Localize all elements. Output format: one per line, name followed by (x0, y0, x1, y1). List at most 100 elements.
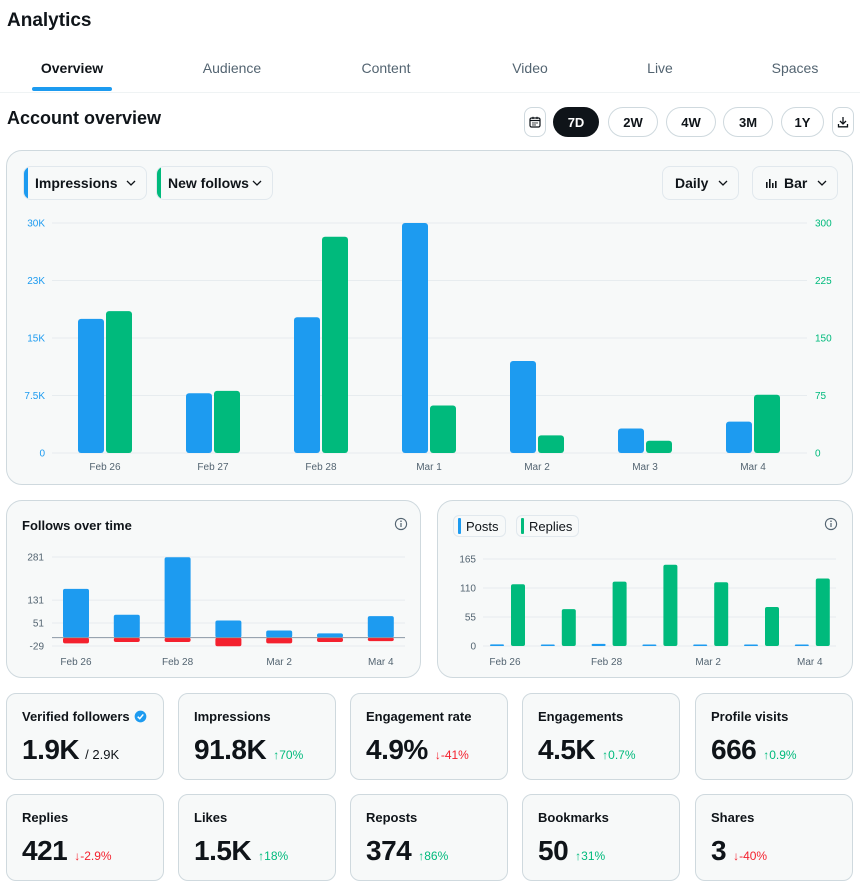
stat-value: 374 (366, 835, 412, 866)
main-chart-card: Impressions New follows Daily Bar (6, 150, 853, 485)
follows-bar (215, 620, 242, 638)
info-icon[interactable] (824, 517, 838, 531)
range-1y-button[interactable]: 1Y (781, 107, 824, 137)
stat-value-row: 374 ↑86% (366, 835, 448, 867)
arrow-up-icon: ↑ (418, 849, 425, 863)
y-axis-tick: 110 (460, 584, 476, 595)
x-axis-tick: Mar 2 (266, 657, 292, 668)
stat-change-value: 70% (279, 748, 304, 762)
range-3m-button[interactable]: 3M (723, 107, 773, 137)
stat-value: 3 (711, 835, 727, 866)
x-axis-tick: Mar 2 (695, 657, 721, 668)
posts-bar (794, 644, 809, 646)
x-axis-tick: Mar 2 (524, 462, 550, 473)
stat-value-row: 3 ↓-40% (711, 835, 767, 867)
y-axis-tick: 281 (27, 553, 44, 564)
tab-spaces[interactable]: Spaces (755, 50, 835, 93)
tab-overview[interactable]: Overview (32, 50, 112, 93)
unfollows-bar (367, 637, 394, 642)
tab-label: Content (361, 60, 411, 76)
tab-video[interactable]: Video (490, 50, 570, 93)
impressions-bar (78, 318, 104, 453)
new-follows-bar (646, 440, 672, 453)
follows-bar (164, 557, 191, 638)
info-icon[interactable] (394, 517, 408, 531)
stat-card[interactable]: Shares 3 ↓-40% (695, 794, 853, 881)
follows-bar (367, 616, 394, 638)
stat-label: Shares (711, 810, 754, 825)
stat-value: 4.5K (538, 734, 596, 765)
follows-card-title: Follows over time (22, 518, 132, 533)
tab-label: Live (647, 60, 673, 76)
range-4w-button[interactable]: 4W (666, 107, 716, 137)
stat-change-value: -41% (440, 748, 469, 762)
legend-replies-label: Replies (529, 518, 573, 534)
stat-card[interactable]: Replies 421 ↓-2.9% (6, 794, 164, 881)
range-2w-button[interactable]: 2W (608, 107, 658, 137)
stat-change: ↑0.7% (602, 748, 635, 762)
legend-replies[interactable]: Replies (516, 515, 580, 537)
arrow-down-icon: ↓ (434, 748, 441, 762)
posts-bar (744, 644, 758, 646)
stat-label-text: Verified followers (22, 709, 130, 724)
tab-content[interactable]: Content (346, 50, 426, 93)
main-chart: 30K 23K 15K 7.5K 0 300 225 150 75 0 Feb 26 Feb 27 Fe… (24, 219, 832, 474)
stat-card[interactable]: Engagement rate 4.9% ↓-41% (350, 693, 508, 780)
stat-value: 1.9K (22, 734, 80, 765)
x-axis-tick: Feb 28 (162, 657, 194, 668)
y-axis-tick: 131 (27, 596, 44, 607)
stat-value-row: 666 ↑0.9% (711, 734, 797, 766)
chart-type-dropdown[interactable]: Bar (752, 166, 838, 200)
metric-right-dropdown[interactable]: New follows (156, 166, 273, 200)
stat-label: Reposts (366, 810, 417, 825)
tab-audience[interactable]: Audience (192, 50, 272, 93)
stat-change-value: 18% (264, 849, 289, 863)
stat-change-value: 86% (424, 849, 449, 863)
tab-bar: Overview Audience Content Video Live Spa… (0, 50, 860, 93)
metric-left-dropdown[interactable]: Impressions (23, 166, 147, 200)
stat-change: ↑70% (273, 748, 303, 762)
stat-card[interactable]: Bookmarks 50 ↑31% (522, 794, 680, 881)
replies-bar (612, 581, 627, 646)
stat-card[interactable]: Impressions 91.8K ↑70% (178, 693, 336, 780)
stat-label: Bookmarks (538, 810, 609, 825)
stat-card[interactable]: Reposts 374 ↑86% (350, 794, 508, 881)
x-axis-tick: Feb 26 (89, 462, 121, 473)
download-button[interactable] (832, 107, 854, 137)
new-follows-bar (538, 435, 564, 453)
legend-posts[interactable]: Posts (453, 515, 506, 537)
stat-label: Engagements (538, 709, 623, 724)
stat-card[interactable]: Likes 1.5K ↑18% (178, 794, 336, 881)
stat-change: ↑31% (575, 849, 605, 863)
new-follows-bar (106, 311, 132, 453)
stat-card[interactable]: Engagements 4.5K ↑0.7% (522, 693, 680, 780)
stat-change-value: -2.9% (80, 849, 112, 863)
bar-chart-icon (766, 179, 777, 188)
impressions-bar (510, 361, 536, 453)
stat-label-text: Profile visits (711, 709, 789, 724)
stat-card[interactable]: Verified followers 1.9K / 2.9K (6, 693, 164, 780)
stat-change: ↑0.9% (763, 748, 796, 762)
x-axis-tick: Feb 26 (489, 657, 521, 668)
y-axis-tick: 51 (33, 619, 45, 630)
stat-change: ↑86% (418, 849, 448, 863)
stat-value: 421 (22, 835, 68, 866)
calendar-button[interactable] (524, 107, 546, 137)
y-axis-tick: 55 (465, 613, 477, 624)
stat-value-row: 4.5K ↑0.7% (538, 734, 636, 766)
unfollows-bar (266, 637, 293, 644)
x-axis-tick: Mar 1 (416, 462, 442, 473)
stat-label-text: Likes (194, 810, 228, 825)
stat-label: Engagement rate (366, 709, 471, 724)
y-axis-tick: -29 (30, 642, 45, 653)
stat-value-row: 1.9K / 2.9K (22, 734, 119, 766)
stat-label-text: Shares (711, 810, 755, 825)
stat-label: Verified followers (22, 709, 147, 724)
stat-card[interactable]: Profile visits 666 ↑0.9% (695, 693, 853, 780)
replies-bar (765, 606, 779, 646)
left-axis-tick: 30K (27, 219, 45, 230)
tab-live[interactable]: Live (620, 50, 700, 93)
granularity-dropdown[interactable]: Daily (662, 166, 739, 200)
range-7d-button[interactable]: 7D (553, 107, 599, 137)
replies-bar (663, 564, 678, 646)
